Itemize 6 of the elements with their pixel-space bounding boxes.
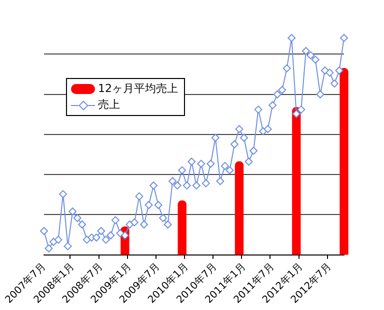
bar bbox=[234, 161, 244, 255]
bar bbox=[340, 68, 348, 255]
legend-label: 12ヶ月平均売上 bbox=[98, 81, 178, 97]
legend-label: 売上 bbox=[98, 97, 120, 113]
bar bbox=[292, 107, 301, 255]
bar bbox=[178, 200, 186, 255]
